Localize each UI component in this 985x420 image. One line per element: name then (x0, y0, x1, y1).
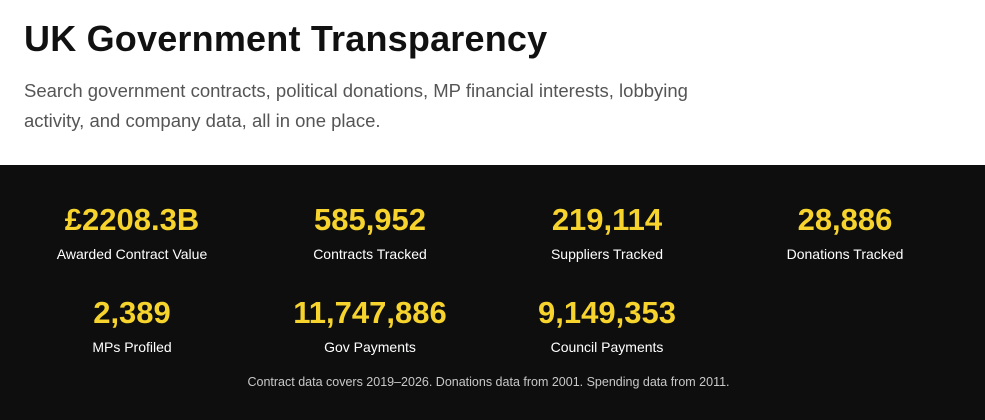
stat-contracts-tracked: 585,952 Contracts Tracked (250, 202, 490, 263)
stat-council-payments: 9,149,353 Council Payments (487, 295, 727, 356)
stat-label: Council Payments (550, 339, 664, 355)
stat-suppliers-tracked: 219,114 Suppliers Tracked (487, 202, 727, 263)
stat-value: 2,389 (93, 295, 171, 330)
stat-label: MPs Profiled (92, 339, 172, 355)
stat-mps-profiled: 2,389 MPs Profiled (12, 295, 252, 356)
stat-value: 9,149,353 (538, 295, 676, 330)
stat-label: Gov Payments (324, 339, 416, 355)
stats-band: £2208.3B Awarded Contract Value 585,952 … (0, 165, 985, 420)
stat-value: 28,886 (797, 202, 893, 237)
stat-value: £2208.3B (64, 202, 200, 237)
stat-value: 585,952 (313, 202, 427, 237)
stat-label: Contracts Tracked (313, 246, 427, 262)
stat-donations-tracked: 28,886 Donations Tracked (725, 202, 965, 263)
stat-value: 11,747,886 (293, 295, 447, 330)
stat-gov-payments: 11,747,886 Gov Payments (250, 295, 490, 356)
stat-label: Awarded Contract Value (56, 246, 208, 262)
stat-value: 219,114 (551, 202, 663, 237)
data-coverage-note: Contract data covers 2019–2026. Donation… (247, 375, 730, 389)
stat-label: Suppliers Tracked (550, 246, 664, 262)
stat-awarded-contract-value: £2208.3B Awarded Contract Value (12, 202, 252, 263)
page-header: UK Government Transparency Search govern… (0, 0, 985, 165)
stat-label: Donations Tracked (786, 246, 904, 262)
page-subtitle: Search government contracts, political d… (24, 80, 688, 131)
page-title: UK Government Transparency (24, 18, 548, 59)
